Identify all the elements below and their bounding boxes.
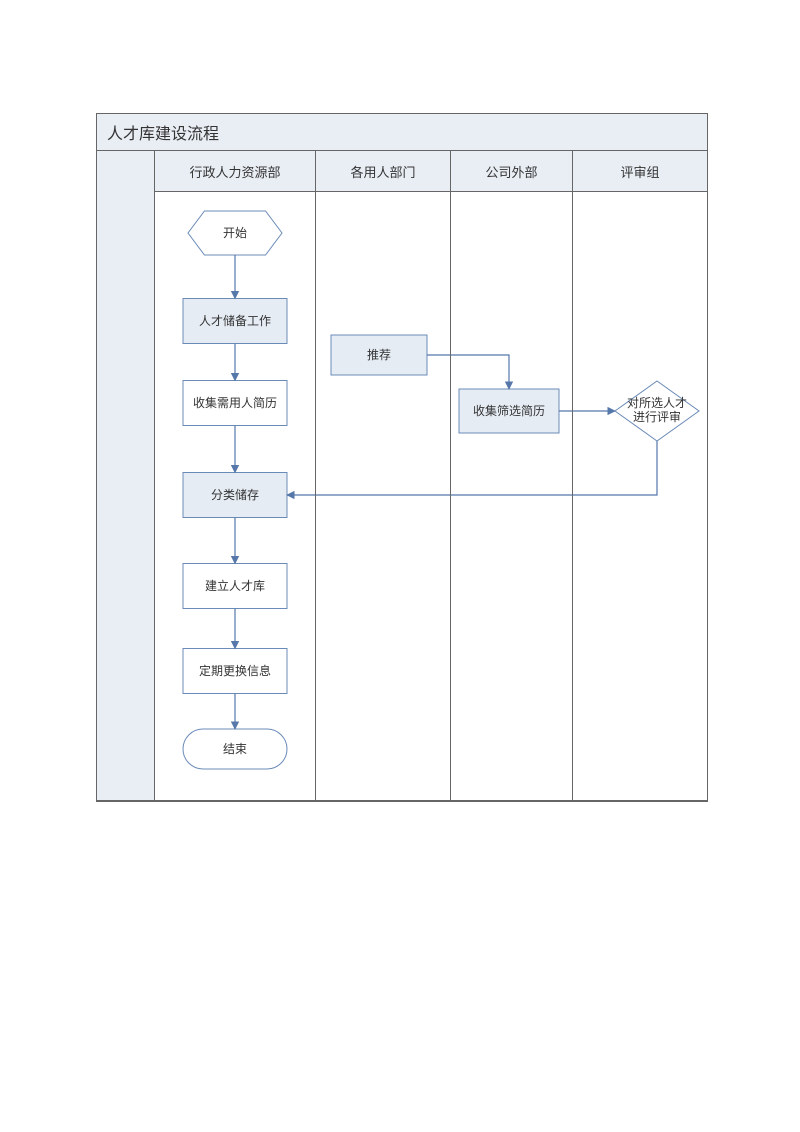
lane-headers: 行政人力资源部 各用人部门 公司外部 评审组 (155, 151, 707, 192)
lane-separator (315, 191, 316, 801)
diagram-title: 人才库建设流程 (97, 114, 707, 151)
swimlane-frame: 人才库建设流程 行政人力资源部 各用人部门 公司外部 评审组 开始人才储备工作收集需用… (96, 113, 708, 802)
node-label: 结束 (223, 742, 247, 756)
lane-header-ext: 公司外部 (450, 151, 572, 191)
lane-label: 各用人部门 (350, 162, 415, 181)
node-label: 收集需用人简历 (193, 395, 277, 410)
flowchart-svg: 开始人才储备工作收集需用人简历 推荐收集筛选简历 对所选人才进行评审分类储存建立人才… (155, 191, 707, 801)
lane-label: 行政人力资源部 (189, 162, 280, 181)
lane-separator (450, 191, 451, 801)
title-text: 人才库建设流程 (107, 120, 219, 144)
left-gutter (97, 151, 155, 801)
lane-header-hr: 行政人力资源部 (155, 151, 315, 191)
lane-body: 开始人才储备工作收集需用人简历 推荐收集筛选简历 对所选人才进行评审分类储存建立人才… (155, 191, 707, 801)
page-root: 人才库建设流程 行政人力资源部 各用人部门 公司外部 评审组 开始人才储备工作收集需用… (0, 0, 800, 1132)
lane-label: 公司外部 (485, 162, 537, 181)
edge-review-store (287, 441, 657, 495)
node-label: 定期更换信息 (199, 663, 271, 678)
lane-separator (572, 191, 573, 801)
node-label: 开始 (223, 226, 247, 240)
node-label: 收集筛选简历 (473, 403, 545, 418)
edge-recommend-screen (427, 355, 509, 389)
node-label: 对所选人才 (627, 396, 687, 410)
node-label: 进行评审 (633, 409, 681, 424)
node-label: 人才储备工作 (199, 313, 271, 328)
node-label: 推荐 (367, 348, 391, 362)
lane-header-dept: 各用人部门 (315, 151, 450, 191)
lane-header-panel: 评审组 (572, 151, 707, 191)
node-label: 建立人才库 (205, 578, 265, 593)
node-label: 分类储存 (211, 487, 259, 502)
lane-label: 评审组 (620, 162, 659, 181)
